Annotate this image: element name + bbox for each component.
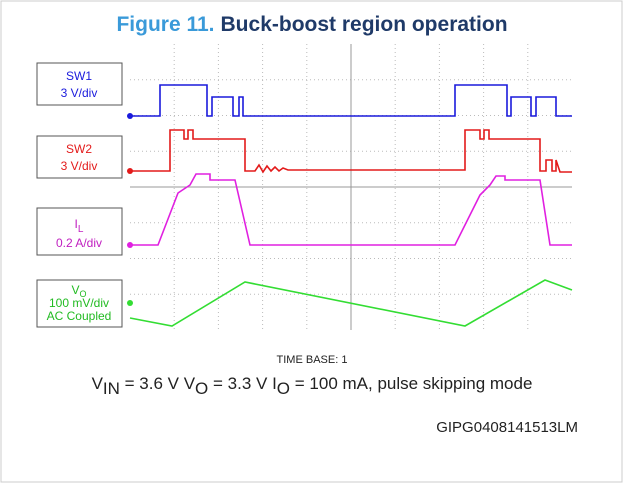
- channel-scale: 3 V/div: [61, 159, 98, 173]
- marker-il: [127, 242, 133, 248]
- channel-name: VO: [71, 283, 86, 299]
- caption-sub: O: [195, 379, 208, 398]
- figure-number: Figure 11.: [116, 13, 214, 36]
- label-box: [36, 135, 123, 179]
- figure-id: GIPG0408141513LM: [436, 419, 578, 436]
- channel-scale: 100 mV/div: [49, 296, 109, 310]
- caption-sub: IN: [103, 379, 120, 398]
- channel-coupling: AC Coupled: [47, 309, 112, 323]
- channel-name-main: I: [75, 217, 78, 231]
- caption-part: = 3.6 V V: [120, 374, 196, 393]
- channel-name-sub: O: [80, 289, 87, 299]
- time-base: TIME BASE: 1: [277, 354, 348, 366]
- channel-name: SW2: [66, 142, 92, 156]
- scope-screen: [127, 44, 573, 330]
- caption-part: = 3.3 V I: [208, 374, 277, 393]
- label-box: [36, 62, 123, 106]
- caption-part: = 100 mA, pulse skipping mode: [290, 374, 532, 393]
- channel-name-sub: L: [78, 224, 84, 235]
- marker-sw1: [127, 113, 133, 119]
- caption-part: V: [92, 374, 104, 393]
- channel-name-main: V: [71, 283, 79, 297]
- trace-il: [130, 173, 572, 246]
- marker-sw2: [127, 168, 133, 174]
- channel-labels: SW1 3 V/div SW2 3 V/div IL 0.2 A/div VO …: [36, 62, 123, 328]
- figure-title: Figure 11. Buck-boost region operation: [116, 13, 507, 36]
- trace-sw1: [130, 84, 572, 117]
- caption: VIN = 3.6 V VO = 3.3 V IO = 100 mA, puls…: [92, 374, 533, 398]
- caption-sub: O: [277, 379, 290, 398]
- label-box: [36, 207, 123, 256]
- marker-vo: [127, 300, 133, 306]
- channel-name: SW1: [66, 69, 92, 83]
- trace-vo: [129, 279, 573, 327]
- figure-title-text: Buck-boost region operation: [221, 13, 508, 36]
- channel-scale: 0.2 A/div: [56, 236, 102, 250]
- channel-scale: 3 V/div: [61, 86, 98, 100]
- trace-sw2: [130, 129, 572, 174]
- channel-name: IL: [75, 217, 84, 235]
- label-box: [36, 279, 123, 328]
